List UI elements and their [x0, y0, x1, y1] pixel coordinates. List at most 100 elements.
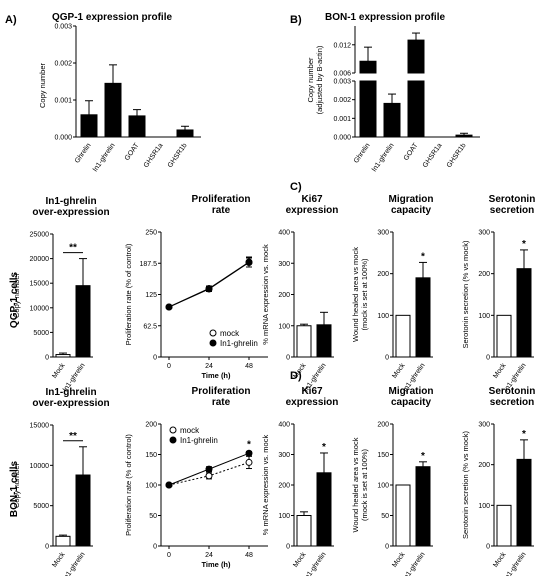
C5-bar: [496, 314, 512, 358]
row-label-D: BON-1 cells: [9, 460, 20, 517]
row-label-C: QGP-1 cells: [9, 271, 20, 328]
D3-category-label: Mock: [292, 551, 308, 569]
panel-label-D: D): [290, 370, 302, 382]
C1-y-tick-label: 0: [45, 355, 49, 362]
C2-x-tick-label: 24: [205, 363, 213, 370]
B-y-tick-label: 0.002: [333, 97, 351, 104]
C2-series-line: [168, 262, 250, 308]
D2-point: [205, 465, 213, 473]
A-bar: [104, 82, 122, 138]
A-y-label: Copy number: [38, 62, 47, 108]
A-category-label: GOAT: [124, 142, 141, 162]
C5-y-label: Serotonin secretion (% vs mock): [461, 240, 470, 348]
D1-y-tick-label: 0: [45, 544, 49, 551]
D4-bar: [395, 484, 411, 547]
B-y-tick-label: 0.001: [333, 116, 351, 123]
A-y-tick-label: 0.000: [54, 135, 72, 142]
C1-y-tick-label: 20000: [30, 256, 50, 263]
C5-title: secretion: [490, 205, 534, 216]
B-bar: [359, 60, 377, 74]
D2-y-label: Proliferation rate (% of control): [124, 434, 133, 536]
C4-y-tick-label: 300: [377, 230, 389, 237]
C2-legend-label: In1-ghrelin: [220, 339, 258, 348]
C2-series-line: [168, 261, 250, 308]
C4-y-label: Wound healed area vs mock: [351, 247, 360, 342]
C3-y-tick-label: 400: [278, 230, 290, 237]
D1-y-tick-label: 10000: [30, 463, 50, 470]
C4-y-tick-label: 100: [377, 313, 389, 320]
D4-y-tick-label: 200: [377, 422, 389, 429]
C3-title: expression: [286, 205, 339, 216]
C5-title: Serotonin: [489, 194, 536, 205]
B-category-label: GOAT: [403, 142, 420, 162]
C2-legend-marker: [209, 329, 217, 337]
C2-y-label: Proliferation rate (% of control): [124, 243, 133, 345]
B-y-label: Copy number: [306, 57, 315, 103]
C4-bar: [415, 277, 431, 358]
D4-title: capacity: [391, 397, 431, 408]
C1-y-tick-label: 10000: [30, 305, 50, 312]
D5-bar: [496, 504, 512, 547]
D5-significance: *: [522, 429, 526, 440]
D2-y-tick-label: 150: [145, 452, 157, 459]
B-category-label: GHSR1b: [446, 142, 468, 169]
D4-y-tick-label: 50: [381, 513, 389, 520]
D5-y-tick-label: 100: [478, 503, 490, 510]
D2-point: [245, 449, 253, 457]
B-bar: [359, 80, 377, 138]
D4-bar: [415, 466, 431, 547]
C2-title: rate: [212, 205, 231, 216]
D2-legend-label: In1-ghrelin: [180, 436, 218, 445]
B-bar: [455, 134, 473, 138]
D3-y-tick-label: 300: [278, 452, 290, 459]
D2-x-tick-label: 24: [205, 552, 213, 559]
D2-y-tick-label: 200: [145, 422, 157, 429]
C4-title: Migration: [389, 194, 434, 205]
C1-title: over-expression: [32, 207, 109, 218]
D2-x-tick-label: 0: [167, 552, 171, 559]
C3-y-label: % mRNA expression vs. mock: [261, 244, 270, 345]
C5-y-tick-label: 100: [478, 313, 490, 320]
C4-title: capacity: [391, 205, 431, 216]
C3-y-tick-label: 0: [286, 355, 290, 362]
D4-category-label: Mock: [391, 551, 407, 569]
D3-significance: *: [322, 442, 326, 453]
A-y-tick-label: 0.001: [54, 98, 72, 105]
D2-point: [165, 481, 173, 489]
panel-label-B: B): [290, 14, 302, 26]
D4-significance: *: [421, 451, 425, 462]
C2-y-tick-label: 0: [153, 355, 157, 362]
A-category-label: In1-ghrelin: [92, 142, 117, 173]
C3-bar: [296, 325, 312, 358]
panel-title-A: QGP-1 expression profile: [52, 12, 172, 23]
C3-title: Ki67: [301, 194, 323, 205]
D1-bar: [75, 474, 91, 547]
C3-y-tick-label: 300: [278, 261, 290, 268]
B-y-label: (adjusted by B-actin): [315, 45, 324, 114]
D3-y-tick-label: 400: [278, 422, 290, 429]
C1-category-label: Mock: [51, 362, 67, 380]
A-y-tick-label: 0.003: [54, 24, 72, 31]
D4-y-label: (mock is set at 100%): [360, 448, 369, 521]
D1-title: In1-ghrelin: [45, 387, 96, 398]
C2-x-tick-label: 0: [167, 363, 171, 370]
C1-y-label: Copy number: [12, 272, 21, 318]
C2-point: [165, 303, 173, 311]
C1-bar: [75, 285, 91, 358]
B-bar: [407, 39, 425, 74]
D3-y-tick-label: 100: [278, 513, 290, 520]
B-y-tick-label: 0.000: [333, 135, 351, 142]
B-y-tick-label: 0.012: [333, 42, 351, 49]
D2-point: [245, 458, 253, 466]
D3-bar: [296, 515, 312, 547]
D4-y-tick-label: 0: [385, 544, 389, 551]
